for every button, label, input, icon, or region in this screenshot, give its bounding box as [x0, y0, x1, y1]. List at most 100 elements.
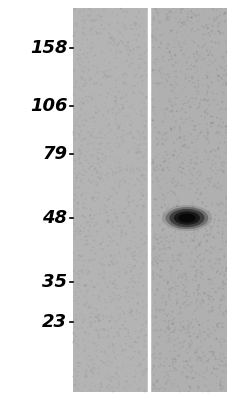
- Point: [154, 80, 158, 86]
- Point: [91, 195, 94, 202]
- Point: [138, 23, 141, 29]
- Point: [111, 260, 114, 266]
- Point: [223, 38, 226, 45]
- Point: [144, 141, 148, 148]
- Point: [122, 222, 126, 229]
- Point: [192, 39, 195, 46]
- Point: [215, 6, 218, 13]
- Point: [225, 130, 227, 136]
- Point: [147, 149, 151, 156]
- Point: [150, 207, 153, 213]
- Point: [185, 318, 189, 324]
- Point: [77, 170, 81, 176]
- Point: [118, 312, 121, 319]
- Point: [220, 81, 224, 88]
- Point: [138, 377, 141, 384]
- Point: [161, 58, 165, 64]
- Point: [202, 232, 205, 238]
- Point: [165, 205, 168, 212]
- Point: [180, 142, 183, 149]
- Point: [114, 318, 118, 324]
- Point: [164, 381, 167, 388]
- Point: [220, 163, 224, 170]
- Point: [75, 122, 79, 128]
- Point: [140, 90, 144, 97]
- Point: [183, 28, 187, 34]
- Point: [95, 181, 99, 188]
- Point: [182, 299, 186, 305]
- Point: [162, 386, 166, 392]
- Point: [96, 314, 99, 321]
- Point: [223, 308, 226, 314]
- Point: [142, 136, 146, 142]
- Point: [138, 64, 141, 71]
- Point: [135, 80, 139, 86]
- Point: [103, 298, 107, 305]
- Point: [118, 178, 122, 184]
- Point: [199, 332, 202, 339]
- Point: [136, 335, 139, 341]
- Point: [125, 8, 128, 15]
- Point: [207, 48, 211, 55]
- Point: [101, 316, 105, 322]
- Point: [171, 320, 175, 326]
- Point: [147, 72, 151, 78]
- Point: [91, 146, 94, 153]
- Point: [136, 165, 139, 171]
- Point: [136, 142, 140, 148]
- Point: [114, 104, 118, 110]
- Point: [72, 382, 76, 389]
- Point: [209, 119, 212, 126]
- Point: [181, 301, 184, 307]
- Point: [197, 54, 201, 61]
- Point: [188, 238, 192, 245]
- Point: [145, 134, 149, 140]
- Point: [84, 98, 87, 104]
- Point: [82, 83, 86, 90]
- Point: [88, 241, 91, 247]
- Point: [221, 168, 224, 174]
- Point: [158, 45, 162, 51]
- Point: [98, 14, 101, 21]
- Point: [173, 283, 177, 289]
- Point: [177, 44, 180, 51]
- Point: [122, 21, 126, 28]
- Point: [221, 72, 224, 78]
- Point: [205, 21, 209, 28]
- Point: [128, 170, 131, 176]
- Point: [98, 362, 102, 369]
- Point: [211, 234, 215, 240]
- Point: [177, 123, 181, 130]
- Point: [87, 353, 91, 359]
- Point: [84, 64, 88, 71]
- Point: [113, 112, 117, 118]
- Point: [163, 76, 167, 83]
- Point: [140, 181, 143, 187]
- Point: [90, 94, 94, 101]
- Point: [217, 298, 221, 304]
- Point: [190, 324, 194, 330]
- Point: [209, 244, 213, 250]
- Point: [220, 225, 224, 232]
- Point: [98, 247, 101, 254]
- Point: [116, 242, 119, 248]
- Point: [182, 338, 185, 344]
- Point: [111, 106, 114, 112]
- Point: [191, 238, 195, 244]
- Point: [126, 247, 129, 253]
- Point: [72, 131, 75, 138]
- Point: [118, 48, 121, 55]
- Point: [151, 28, 154, 34]
- Point: [82, 68, 86, 74]
- Point: [158, 172, 162, 178]
- Point: [150, 34, 154, 41]
- Point: [112, 36, 116, 42]
- Point: [113, 252, 116, 259]
- Point: [73, 38, 77, 44]
- Point: [151, 117, 154, 124]
- Point: [203, 148, 206, 154]
- Point: [72, 32, 76, 38]
- Point: [224, 82, 227, 88]
- Point: [212, 366, 215, 372]
- Point: [109, 325, 113, 331]
